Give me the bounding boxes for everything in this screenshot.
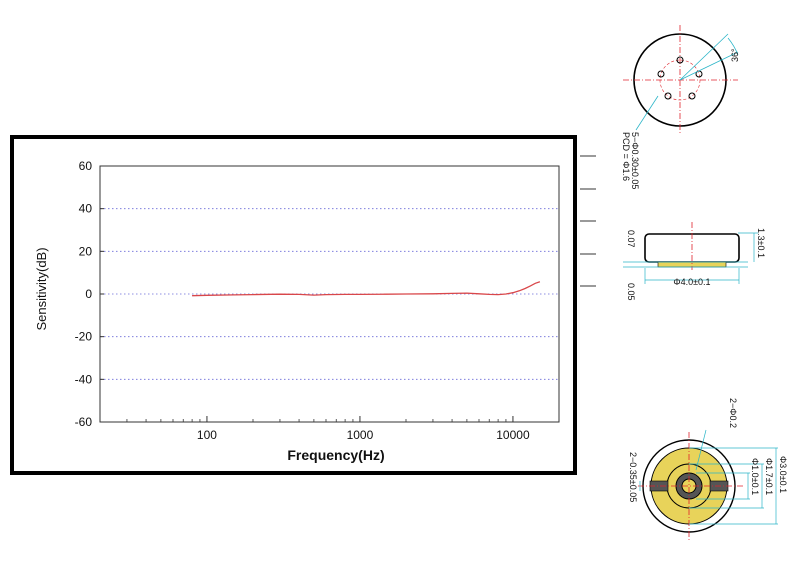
top-offset-label: 0.07 (626, 230, 636, 248)
series-line (192, 281, 541, 297)
bottom-view-drawing: 2−Φ0.2 Φ3.0±0.1 Φ1.7±0.1 Φ1.0±0.1 2−0.35… (628, 398, 788, 540)
y-tick-label: 60 (79, 159, 93, 173)
sound-hole (688, 92, 696, 100)
y-tick-label: -40 (75, 372, 93, 386)
frequency-response-chart: 60 40 20 0 -20 -40 -60 100 1000 10000 Frequency(H… (34, 159, 560, 463)
pcd-label: PCD = Φ1.6 (621, 132, 631, 181)
y-axis-title: Sensitivity(dB) (34, 247, 49, 330)
side-ticks (580, 155, 596, 287)
side-view-drawing: 1.3±0.1 0.07 0.05 Φ4.0±0.1 (580, 155, 766, 301)
outer-diameter-label: Φ3.0±0.1 (778, 456, 788, 493)
mechanical-drawings: 36° 5−Φ0.30±0.05 PCD = Φ1.6 1.3±0.1 0.07… (580, 25, 788, 540)
y-tick-label: -20 (75, 330, 93, 344)
angle-leader (679, 51, 739, 81)
diameter-label: Φ4.0±0.1 (673, 277, 710, 287)
inner-diameter-label: Φ1.0±0.1 (750, 458, 760, 495)
series-layer (192, 281, 541, 297)
x-axis-title: Frequency(Hz) (287, 447, 384, 463)
height-label: 1.3±0.1 (756, 228, 766, 258)
hole-spec-label: 5−Φ0.30±0.05 (630, 132, 640, 189)
pad-width-label: 2−0.35±0.05 (628, 452, 638, 502)
x-tick-label: 10000 (496, 428, 530, 442)
chart-panel: 60 40 20 0 -20 -40 -60 100 1000 10000 Frequency(H… (14, 139, 573, 471)
x-tick-label: 1000 (347, 428, 374, 442)
x-tick-label: 100 (197, 428, 217, 442)
sound-hole (657, 70, 665, 78)
hole-spec-leader (635, 95, 659, 131)
sound-hole (676, 56, 684, 64)
middle-diameter-label: Φ1.7±0.1 (764, 458, 774, 495)
bottom-dimension-lines (639, 447, 778, 525)
chart-frame: 60 40 20 0 -20 -40 -60 100 1000 10000 Frequency(H… (10, 135, 577, 475)
pcd-circle (659, 59, 701, 101)
hole-leader (695, 429, 707, 471)
tick-layer: 60 40 20 0 -20 -40 -60 100 1000 10000 (75, 159, 560, 442)
top-view-drawing: 36° 5−Φ0.30±0.05 PCD = Φ1.6 (621, 25, 740, 189)
hole-label: 2−Φ0.2 (728, 398, 738, 428)
y-tick-label: -60 (75, 415, 93, 429)
bottom-offset-label: 0.05 (626, 283, 636, 301)
y-tick-label: 20 (79, 244, 93, 258)
angle-label: 36° (730, 48, 740, 62)
angle-arc (727, 37, 739, 56)
sound-hole (664, 92, 672, 100)
y-tick-label: 40 (79, 202, 93, 216)
angle-leader (679, 33, 729, 81)
y-tick-label: 0 (85, 287, 92, 301)
